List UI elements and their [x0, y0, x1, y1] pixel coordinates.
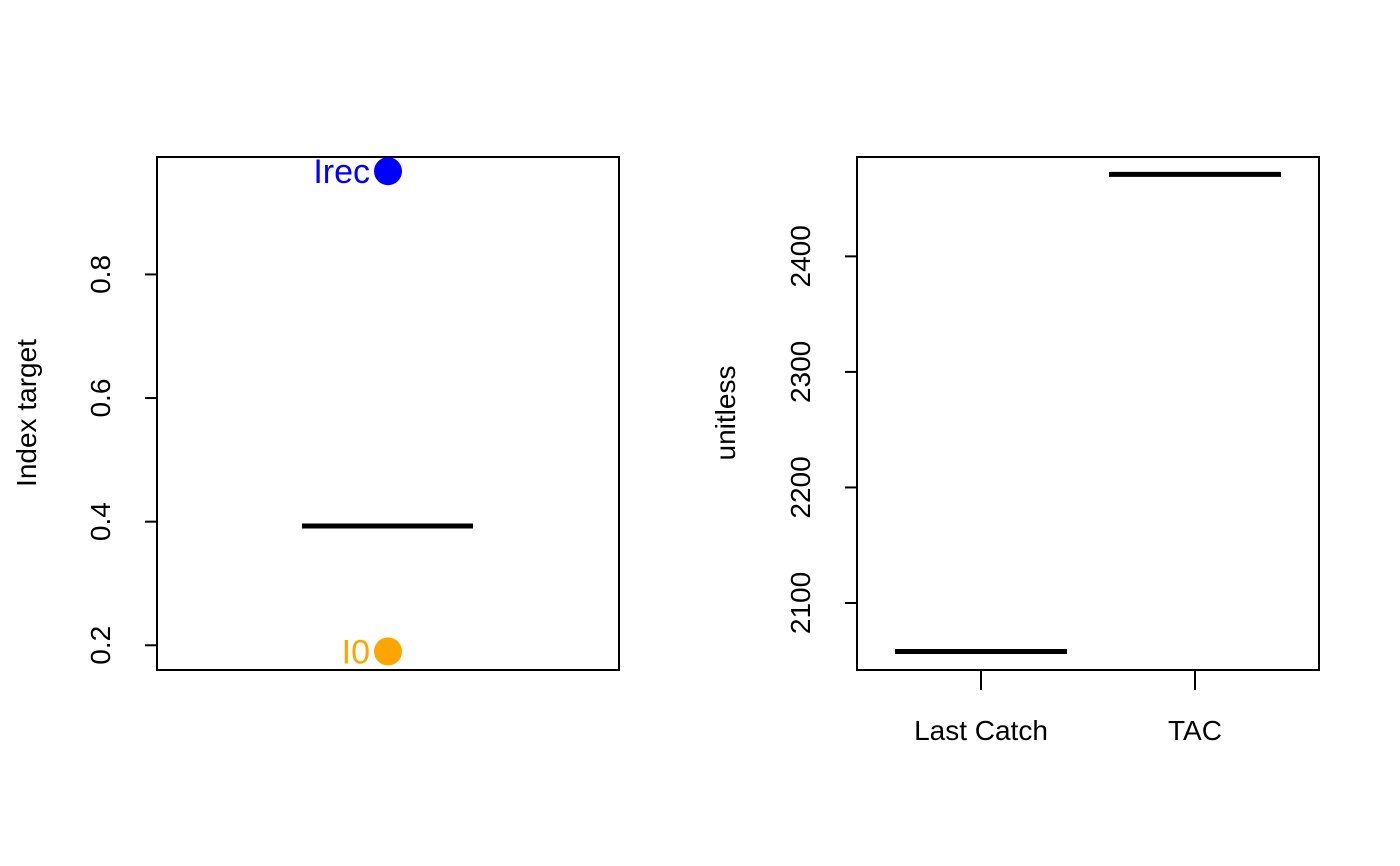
- y-tick-label: 0.8: [85, 255, 116, 294]
- point-label-irec: Irec: [313, 153, 370, 191]
- level-segments: [895, 171, 1281, 655]
- y-axis-ticks: 2100 2200 2300 2400: [785, 225, 857, 634]
- plot-frame: [156, 156, 620, 671]
- y-tick-label: 0.6: [85, 379, 116, 418]
- y-axis-ticks: 0.2 0.4 0.6 0.8: [85, 255, 157, 665]
- y-tick-label: 2400: [785, 225, 816, 287]
- y-tick-label: 0.2: [85, 626, 116, 665]
- y-tick-label: 0.4: [85, 502, 116, 541]
- y-tick-label: 2300: [785, 341, 816, 403]
- catch-tac-panel: unitless 2100 2200 2300 2400 Last Catch TAC: [710, 156, 1320, 746]
- reference-points: Irec I0: [313, 153, 402, 671]
- y-axis-label: Index target: [11, 339, 42, 487]
- index-target-panel: Index target 0.2 0.4 0.6 0.8 Irec I0: [11, 153, 620, 671]
- point-label-i0: I0: [342, 633, 370, 671]
- plot-frame: [856, 156, 1320, 671]
- point-i0: [374, 637, 402, 666]
- y-tick-label: 2200: [785, 456, 816, 518]
- y-tick-label: 2100: [785, 572, 816, 634]
- x-axis-ticks: Last Catch TAC: [914, 670, 1222, 746]
- y-axis-label: unitless: [710, 366, 741, 461]
- x-tick-label: TAC: [1168, 715, 1222, 746]
- x-tick-label: Last Catch: [914, 715, 1048, 746]
- point-irec: [374, 157, 402, 186]
